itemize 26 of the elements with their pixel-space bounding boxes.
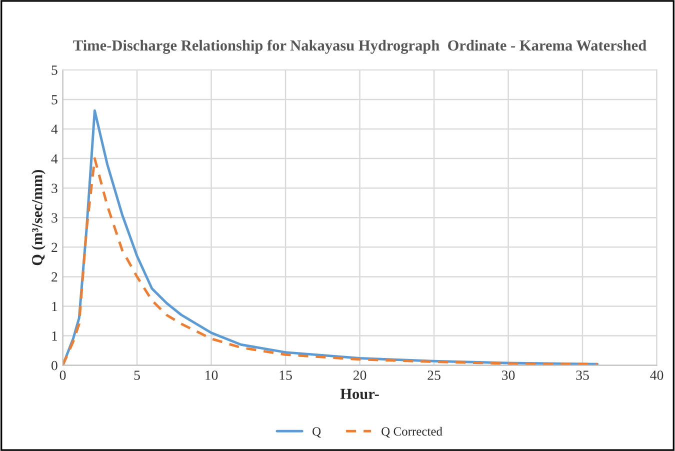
legend-label: Q xyxy=(312,427,321,438)
y-tick-label: 1 xyxy=(52,302,58,312)
y-tick-label: 4 xyxy=(51,124,58,134)
y-tick-label: 2 xyxy=(52,242,58,252)
y-tick-label: 2 xyxy=(52,272,58,282)
x-tick-label: 40 xyxy=(650,370,664,380)
x-tick-label: 30 xyxy=(502,370,515,380)
y-tick-label: 5 xyxy=(52,66,58,75)
x-tick-label: 35 xyxy=(576,370,589,380)
y-axis-title: Q (m³/sec/mm) xyxy=(32,170,46,266)
x-tick-label: 25 xyxy=(428,370,440,380)
y-tick-label: 3 xyxy=(52,184,58,194)
y-tick-label: 1 xyxy=(52,331,58,341)
x-tick-label: 15 xyxy=(280,370,292,380)
x-axis-title: Hour- xyxy=(340,388,379,400)
x-tick-label: 20 xyxy=(353,370,366,380)
y-tick-label: 4 xyxy=(51,154,58,164)
y-tick-label: 3 xyxy=(52,213,58,223)
x-tick-label: 10 xyxy=(206,370,218,380)
line-series xyxy=(62,157,599,366)
x-tick-label: 0 xyxy=(60,370,66,380)
chart-title: Time-Discharge Relationship for Nakayasu Hydrograph Ordinate - Karema Watershed xyxy=(73,40,646,54)
legend-label: Q Corrected xyxy=(382,426,442,438)
y-tick-label: 5 xyxy=(52,95,58,104)
x-tick-label: 5 xyxy=(134,370,140,380)
y-tick-label: 0 xyxy=(52,360,58,370)
